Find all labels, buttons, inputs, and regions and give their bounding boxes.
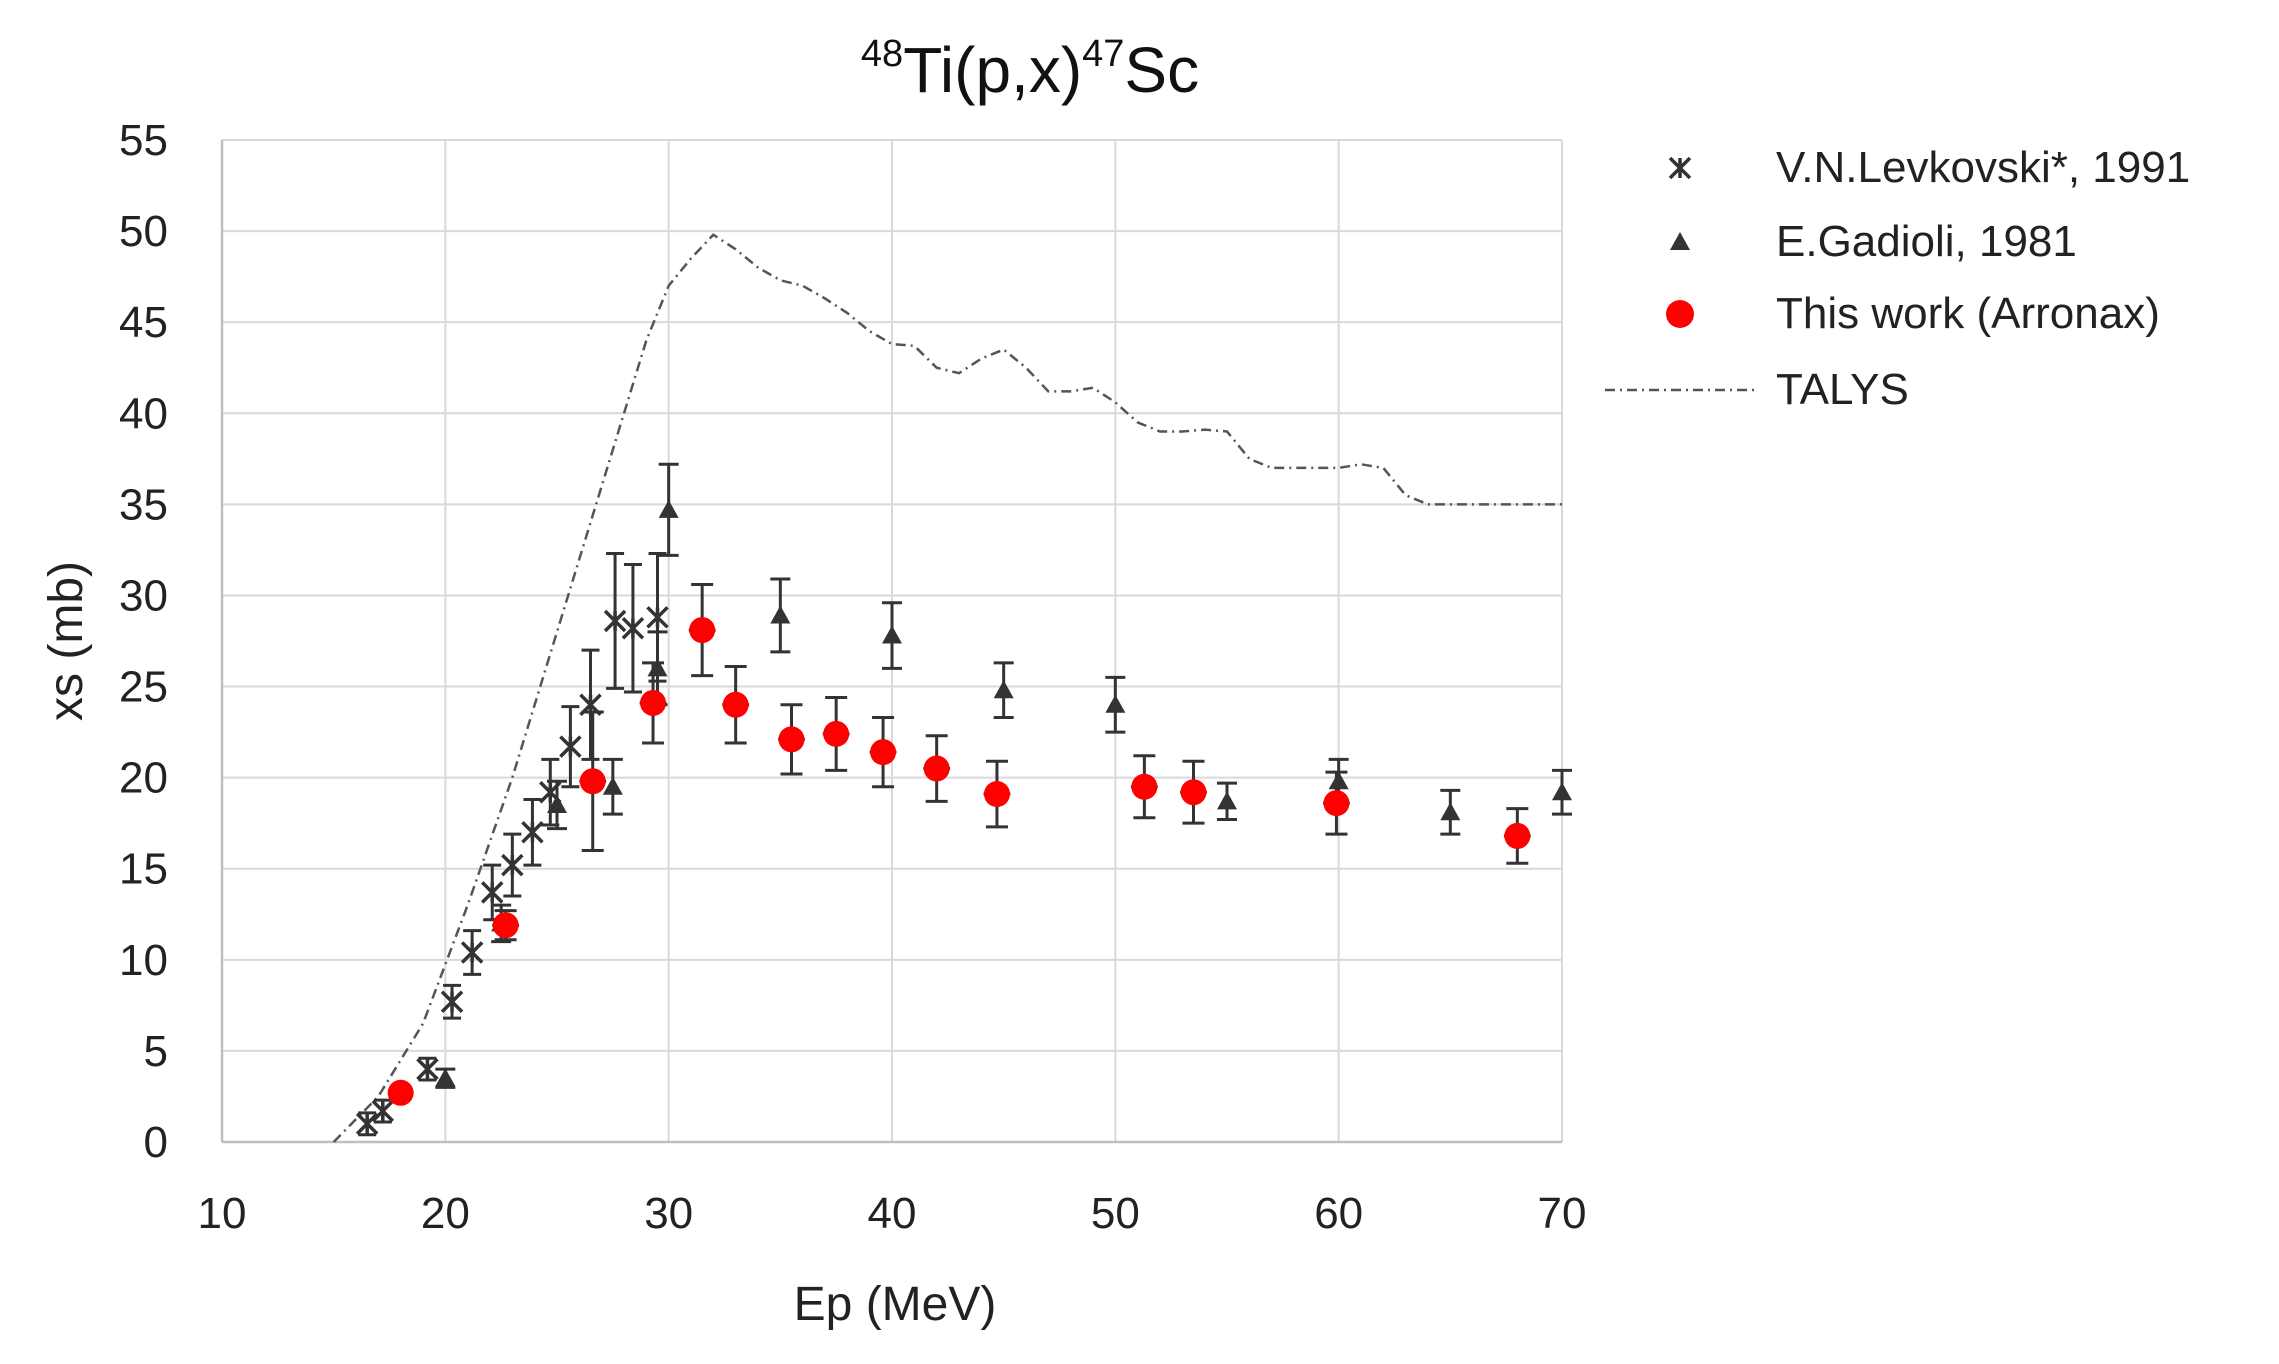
series-levkovski	[355, 552, 669, 1137]
arronax-marker-6	[722, 691, 749, 718]
arronax-marker-2	[492, 912, 519, 939]
levkovski-marker-1	[355, 1112, 379, 1136]
talys-curve	[332, 233, 1562, 1143]
y-axis-label: xs (mb)	[40, 561, 93, 721]
levkovski-marker-13	[621, 617, 645, 640]
x-tick-labels: 10 20 30 40 50 60 70	[198, 1189, 1587, 1238]
title-product: Sc	[1124, 34, 1199, 106]
axes	[220, 140, 1562, 1144]
y-tick-label-30: 30	[119, 571, 168, 620]
x-tick-label-20: 20	[421, 1189, 470, 1238]
y-tick-label-10: 10	[119, 936, 168, 985]
arronax-marker-3	[579, 768, 606, 795]
y-tick-label-50: 50	[119, 207, 168, 256]
gadioli-marker-3	[547, 794, 567, 813]
y-tick-label-55: 55	[119, 116, 168, 165]
arronax-marker-7	[778, 726, 805, 753]
legend-gadioli-marker	[1670, 232, 1690, 250]
levkovski-marker-7	[501, 853, 524, 877]
levkovski-marker-3	[416, 1057, 439, 1081]
legend-arronax-label: This work (Arronax)	[1776, 289, 2160, 338]
gadioli-marker-12	[1328, 771, 1349, 790]
legend-talys-label: TALYS	[1776, 365, 1909, 414]
title-target-and-reaction: Ti(p,x)	[903, 34, 1082, 106]
legend-arronax-marker	[1666, 300, 1694, 328]
arronax-marker-8	[823, 720, 850, 747]
y-tick-label-35: 35	[119, 480, 168, 529]
x-tick-label-30: 30	[644, 1189, 693, 1238]
levkovski-marker-6	[480, 881, 504, 904]
levkovski-marker-14	[646, 606, 669, 629]
gadioli-marker-6	[658, 499, 679, 518]
y-tick-label-20: 20	[119, 754, 168, 803]
legend: V.N.Levkovski*, 1991 E.Gadioli, 1981 This …	[1605, 143, 2190, 414]
gadioli-marker-10	[1105, 694, 1126, 713]
y-tick-label-45: 45	[119, 298, 168, 347]
levkovski-marker-12	[603, 609, 627, 633]
y-tick-label-5: 5	[144, 1027, 168, 1076]
arronax-marker-11	[983, 781, 1010, 808]
gadioli-marker-7	[770, 605, 791, 624]
series-talys	[332, 233, 1562, 1143]
gadioli-marker-1	[435, 1068, 456, 1087]
x-tick-label-10: 10	[198, 1189, 247, 1238]
x-tick-label-40: 40	[868, 1189, 917, 1238]
series-arronax	[387, 583, 1531, 1106]
gadioli-marker-14	[1552, 782, 1572, 801]
y-tick-label-40: 40	[119, 389, 168, 438]
legend-levkovski-label: V.N.Levkovski*, 1991	[1776, 143, 2190, 192]
y-tick-label-15: 15	[119, 845, 168, 894]
gadioli-marker-8	[882, 625, 902, 644]
y-tick-label-25: 25	[119, 663, 168, 712]
y-tick-label-0: 0	[144, 1118, 168, 1167]
arronax-marker-13	[1180, 779, 1207, 806]
x-tick-label-60: 60	[1314, 1189, 1363, 1238]
arronax-marker-5	[689, 617, 716, 644]
levkovski-marker-2	[371, 1099, 395, 1123]
levkovski-marker-10	[559, 735, 582, 758]
levkovski-marker-5	[460, 941, 484, 964]
levkovski-marker-8	[521, 821, 544, 844]
gadioli-marker-9	[993, 680, 1014, 699]
x-tick-label-70: 70	[1538, 1189, 1587, 1238]
arronax-marker-1	[387, 1079, 414, 1106]
gadioli-marker-5	[647, 658, 668, 677]
gadioli-marker-11	[1217, 791, 1237, 810]
gadioli-marker-13	[1440, 802, 1461, 821]
gadioli-marker-4	[602, 776, 623, 795]
chart-title: 48Ti(p,x)47Sc	[861, 33, 1199, 106]
title-superscript-mass-47: 47	[1082, 33, 1124, 75]
legend-levkovski-marker	[1668, 156, 1692, 180]
series-gadioli	[435, 462, 1572, 1089]
title-superscript-mass-48: 48	[861, 33, 903, 75]
levkovski-marker-4	[440, 990, 464, 1013]
arronax-marker-10	[923, 755, 950, 782]
arronax-marker-4	[640, 689, 667, 716]
x-tick-label-50: 50	[1091, 1189, 1140, 1238]
arronax-marker-15	[1504, 822, 1531, 849]
arronax-marker-14	[1323, 790, 1350, 817]
arronax-marker-9	[870, 739, 897, 766]
y-tick-labels: 0 5 10 15 20 25 30 35 40 45 50 55	[119, 116, 168, 1167]
arronax-marker-12	[1131, 773, 1158, 800]
legend-gadioli-label: E.Gadioli, 1981	[1776, 217, 2077, 266]
x-axis-label: Ep (MeV)	[794, 1278, 997, 1331]
